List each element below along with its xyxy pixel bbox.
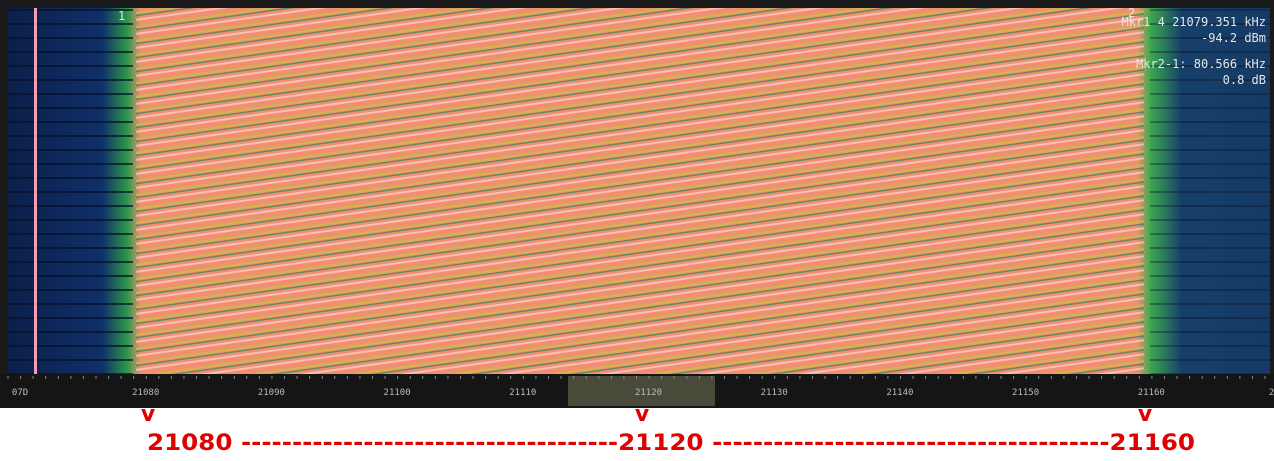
axis-label: 21150 — [1012, 388, 1039, 398]
carrier-line — [34, 8, 37, 374]
arrow: v — [1138, 402, 1153, 427]
axis-label: 21110 — [509, 388, 536, 398]
readout: -94.2 dBm — [1201, 31, 1266, 45]
axis-label: 21130 — [761, 388, 788, 398]
axis-label: 21080 — [132, 388, 159, 398]
signal-band — [136, 8, 1144, 374]
axis-label: 211 — [1269, 388, 1274, 398]
readout: 0.8 dB — [1223, 73, 1266, 87]
axis-label: 21100 — [384, 388, 411, 398]
annotation-line: 21080 ----------------------------------… — [147, 431, 1195, 456]
noise-left — [8, 8, 133, 374]
arrow: v — [635, 402, 650, 427]
arrow: v — [141, 402, 156, 427]
readout: Mkr1 4 21079.351 kHz — [1122, 15, 1267, 29]
axis-label: 21160 — [1138, 388, 1165, 398]
axis-label: 07D — [12, 388, 28, 398]
marker-flag: 1 — [118, 9, 125, 23]
axis-label: 21090 — [258, 388, 285, 398]
screen: 1 2 Mkr1 4 21079.351 kHz -94.2 dBm Mkr2-… — [0, 0, 1274, 461]
readout: Mkr2-1: 80.566 kHz — [1136, 57, 1266, 71]
axis-label: 21140 — [886, 388, 913, 398]
axis-label: 21120 — [635, 388, 662, 398]
